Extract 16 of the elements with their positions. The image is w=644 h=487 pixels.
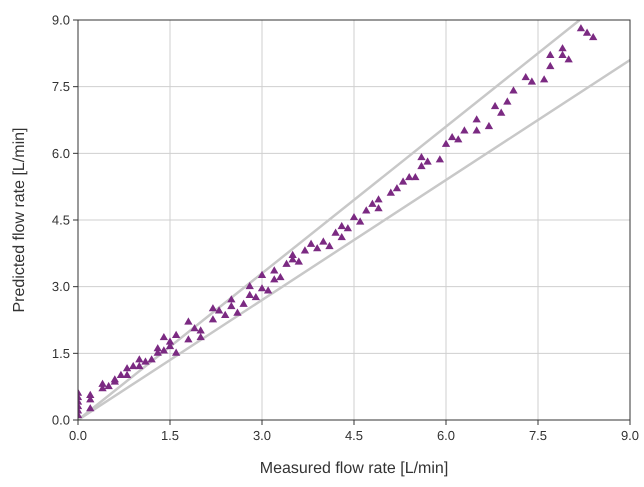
y-axis-title: Predicted flow rate [L/min] [11, 128, 28, 312]
x-tick-label: 1.5 [160, 428, 180, 443]
y-tick-label: 7.5 [52, 79, 70, 94]
x-tick-label: 9.0 [620, 428, 640, 443]
x-tick-label: 7.5 [528, 428, 548, 443]
x-tick-label: 0.0 [68, 428, 88, 443]
y-tick-label: 6.0 [52, 146, 70, 161]
y-tick-label: 1.5 [52, 346, 70, 361]
x-axis-title: Measured flow rate [L/min] [260, 460, 448, 477]
x-tick-label: 4.5 [344, 428, 364, 443]
y-tick-label: 3.0 [52, 279, 70, 294]
x-tick-label: 3.0 [252, 428, 272, 443]
y-tick-label: 4.5 [52, 212, 70, 228]
y-tick-label: 0.0 [52, 412, 70, 428]
x-tick-label: 6.0 [436, 428, 456, 443]
y-tick-label: 9.0 [52, 12, 70, 28]
